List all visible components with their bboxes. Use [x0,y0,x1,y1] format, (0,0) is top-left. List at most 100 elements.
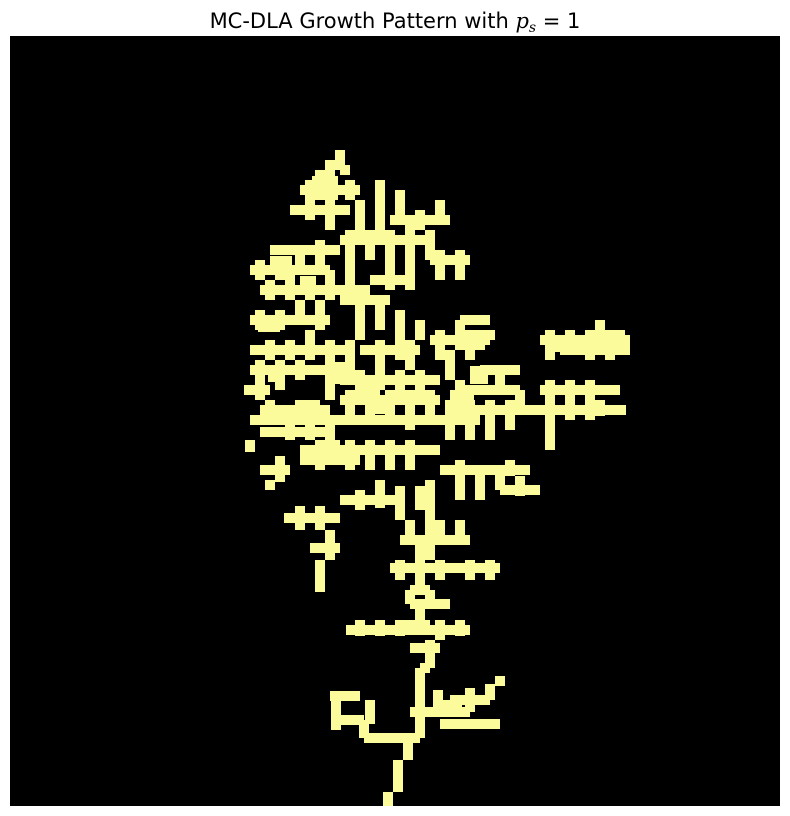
particle-branch [565,380,575,420]
particle-branch [270,245,340,255]
particle-branch [305,330,315,360]
particle-branch [250,345,350,355]
particle-branch [405,340,415,370]
particle-branch [355,200,365,240]
particle-branch [305,180,315,200]
particle-branch [460,315,490,325]
dla-cluster [244,150,630,806]
particle-branch [415,486,425,510]
particle-branch [485,560,495,580]
particle-branch [325,340,335,360]
particle-branch [315,506,325,530]
particle-branch [450,405,620,415]
particle-branch [375,300,385,330]
particle-branch [435,330,445,360]
particle-branch [495,676,505,686]
particle-branch [305,420,315,440]
particle-clump [370,396,388,414]
particle-branch [435,200,445,220]
particle-clump [268,368,284,382]
particle-branch [585,380,595,420]
figure-title: MC-DLA Growth Pattern with ps = 1 [0,6,790,43]
particle-branch [615,330,625,350]
particle-branch [325,530,335,560]
particle-branch [465,688,475,712]
particle-branch [385,230,395,260]
particle-branch [265,280,275,300]
particle-branch [275,456,285,482]
particle-branch [405,220,415,260]
particle-branch [315,560,325,592]
particle-branch [390,215,450,225]
particle-branch [365,700,375,724]
title-prefix: MC-DLA Growth Pattern with [209,9,516,33]
particle-branch [455,520,465,540]
particle-clump [470,366,488,384]
particle-branch [465,560,475,580]
particle-branch [365,230,375,260]
particle-branch [415,668,425,700]
particle-branch [325,420,335,440]
particle-branch [475,470,485,500]
title-symbol: p [515,9,529,33]
particle-branch [336,715,364,725]
particle-branch [435,520,445,540]
particle-branch [245,440,255,452]
particle-branch [410,643,440,653]
particle-branch [415,320,425,340]
particle-branch [415,540,425,568]
particle-clump [360,380,380,400]
particle-branch [295,300,305,320]
particle-branch [435,620,445,640]
particle-branch [340,495,400,505]
particle-branch [465,330,475,360]
particle-branch [403,738,413,760]
particle-branch [355,490,365,510]
particle-branch [415,568,425,590]
particle-branch [435,560,445,580]
particle-branch [405,520,415,540]
particle-branch [485,330,495,340]
particle-branch [331,696,341,730]
particle-branch [395,486,405,520]
particle-branch [285,270,295,300]
particle-branch [415,604,425,630]
particle-branch [395,310,405,330]
particle-clump [320,440,340,460]
particle-branch [255,360,265,400]
particle-branch [284,513,340,523]
title-suffix: = 1 [536,9,581,33]
particle-branch [395,330,405,360]
particle-clump [440,700,462,716]
particle-branch [345,230,355,260]
particle-branch [445,400,455,440]
particle-branch [440,719,500,729]
particle-branch [505,460,515,476]
particle-branch [415,370,425,400]
particle-branch [375,180,385,240]
particle-branch [495,370,505,390]
particle-branch [515,390,525,410]
particle-branch [375,340,385,370]
particle-branch [325,190,335,230]
particle-branch [330,691,360,701]
particle-clump [312,176,338,200]
particle-branch [345,180,355,200]
particle-branch [395,370,405,400]
particle-branch [455,460,465,500]
particle-branch [359,720,369,738]
particle-branch [325,160,335,180]
particle-branch [355,620,365,636]
particle-branch [375,620,385,636]
particle-clump [548,336,566,352]
particle-branch [355,300,365,340]
particle-branch [345,260,355,290]
particle-branch [395,190,405,220]
particle-branch [580,405,626,415]
particle-branch [375,480,385,508]
particle-branch [255,260,265,280]
particle-branch [395,560,405,580]
particle-branch [290,205,350,215]
particle-branch [445,350,455,380]
particle-branch [415,700,425,738]
